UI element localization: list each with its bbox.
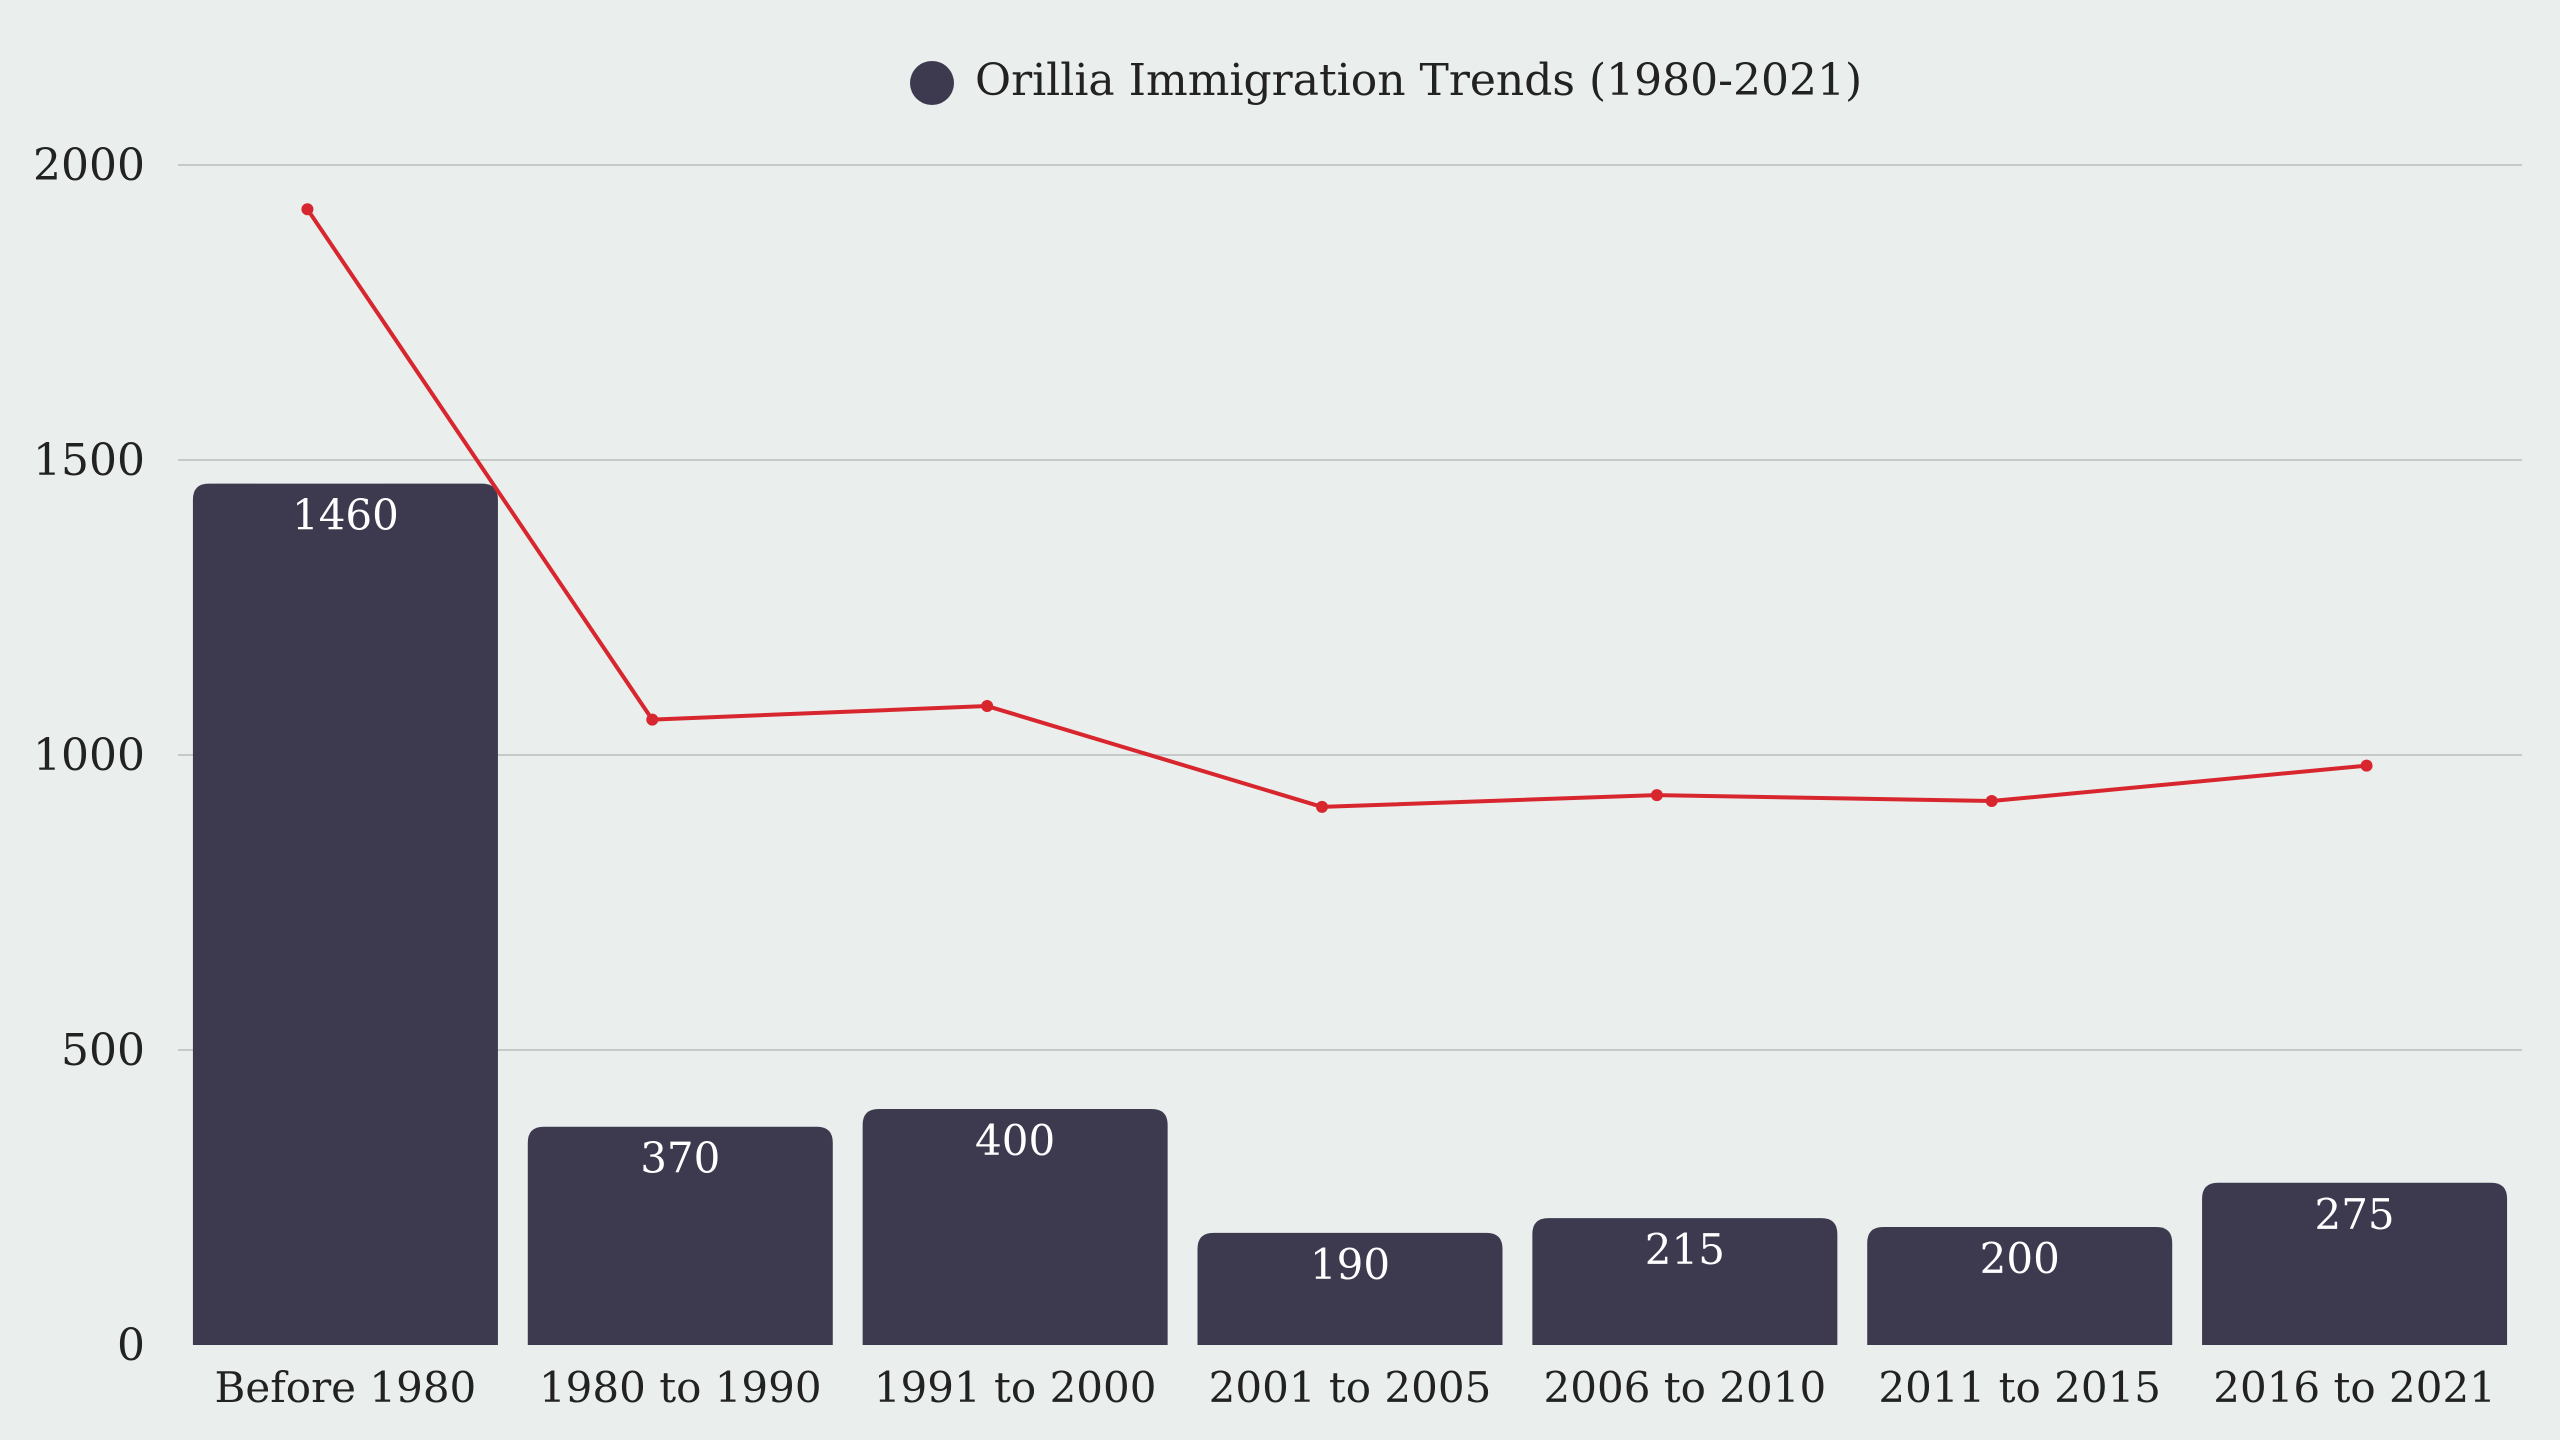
legend: Orillia Immigration Trends (1980-2021) (910, 55, 1862, 106)
trend-line-series (301, 203, 2373, 813)
legend-swatch (910, 61, 954, 105)
bar-7 (2202, 1182, 2508, 1345)
trend-line (305, 208, 2367, 809)
legend-label: Orillia Immigration Trends (1980-2021) (975, 55, 1862, 106)
bar-value-label: 275 (2314, 1190, 2394, 1239)
bars: 1460 370 400 190 215 200 275 (192, 483, 2508, 1346)
bar-3 (862, 1109, 1168, 1345)
bar-value-label: 215 (1645, 1225, 1725, 1274)
y-tick-label: 2000 (33, 140, 145, 191)
trend-point-4 (1316, 800, 1328, 813)
bar-value-label: 190 (1310, 1240, 1390, 1289)
x-category-label: Before 1980 (215, 1363, 477, 1412)
trend-point-1 (301, 203, 314, 216)
bar-2 (527, 1126, 833, 1345)
x-category-label: 2006 to 2010 (1544, 1363, 1827, 1412)
trend-point-3 (981, 700, 994, 713)
y-tick-label: 0 (117, 1320, 145, 1371)
trend-point-2 (646, 713, 659, 726)
bar-value-label: 200 (1980, 1234, 2060, 1283)
x-category-label: 2011 to 2015 (1878, 1363, 2161, 1412)
bar-value-label: 370 (640, 1134, 720, 1183)
x-category-label: 2001 to 2005 (1209, 1363, 1492, 1412)
axis-labels: 0 500 1000 1500 2000 Before 1980 1980 to 1990 1… (33, 140, 2496, 1412)
x-category-label: 1991 to 2000 (874, 1363, 1157, 1412)
x-category-label: 1980 to 1990 (539, 1363, 822, 1412)
bar-5 (1532, 1218, 1838, 1345)
bar-1 (192, 483, 498, 1346)
bar-4 (1197, 1232, 1503, 1345)
grid-lines (178, 164, 2522, 1051)
trend-point-5 (1650, 789, 1663, 802)
y-tick-label: 500 (61, 1025, 145, 1076)
x-category-label: 2016 to 2021 (2213, 1363, 2496, 1412)
trend-point-7 (2360, 759, 2373, 772)
y-tick-label: 1000 (33, 730, 145, 781)
bar-value-label: 400 (975, 1116, 1055, 1165)
bar-6 (1867, 1227, 2173, 1345)
trend-point-6 (1985, 795, 1998, 808)
bar-value-label: 1460 (292, 491, 399, 540)
y-tick-label: 1500 (33, 435, 145, 486)
